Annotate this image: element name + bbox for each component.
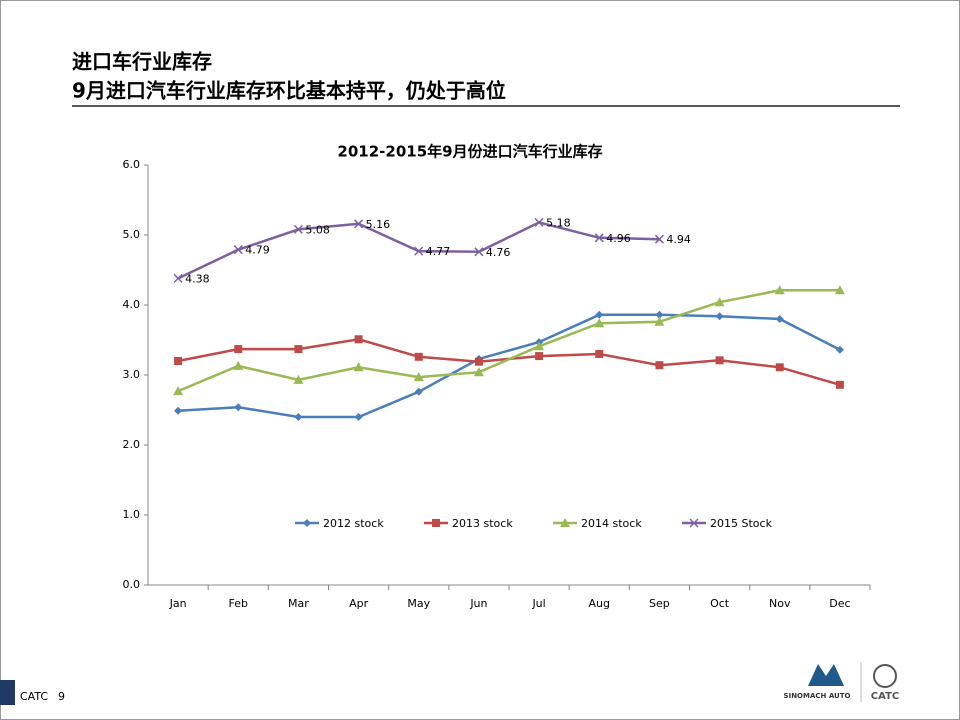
marker	[775, 363, 784, 372]
marker	[534, 217, 544, 227]
legend-label: 2015 Stock	[710, 517, 773, 530]
marker	[774, 285, 785, 295]
x-tick-label: Sep	[649, 597, 670, 610]
marker	[835, 345, 844, 354]
legend-label: 2013 stock	[452, 517, 513, 530]
data-label: 4.94	[666, 233, 691, 246]
marker	[294, 345, 303, 354]
marker	[595, 310, 604, 319]
marker	[354, 413, 363, 421]
marker	[715, 356, 724, 365]
marker	[413, 372, 424, 382]
marker	[414, 352, 423, 361]
marker	[173, 386, 184, 396]
logo-label: CATC	[871, 691, 899, 702]
series-line	[178, 313, 841, 419]
x-tick-label: Jun	[469, 597, 487, 610]
data-label: 5.18	[546, 216, 571, 229]
marker	[354, 219, 364, 229]
x-tick-label: Oct	[710, 597, 730, 610]
marker	[353, 362, 364, 372]
legend-label: 2012 stock	[323, 517, 384, 530]
y-tick-label: 0.0	[123, 578, 141, 591]
y-tick-label: 4.0	[123, 298, 141, 311]
marker	[473, 367, 484, 377]
marker	[173, 273, 183, 283]
x-tick-label: Feb	[229, 597, 248, 610]
marker	[234, 345, 243, 354]
slide-subtitle: 9月进口汽车行业库存环比基本持平，仍处于高位	[72, 79, 506, 103]
sinomach-logo	[808, 664, 844, 686]
data-label: 5.16	[366, 218, 391, 231]
slide-title: 进口车行业库存	[72, 50, 212, 74]
x-tick-label: Aug	[589, 597, 610, 610]
data-label: 4.77	[426, 245, 451, 258]
y-tick-label: 6.0	[123, 158, 141, 171]
footer-brand: CATC	[20, 690, 48, 703]
data-label: 5.08	[305, 223, 330, 236]
page-number: 9	[58, 690, 65, 703]
x-tick-label: May	[407, 597, 430, 610]
footer-block	[0, 680, 15, 705]
marker	[234, 403, 243, 412]
marker	[715, 312, 724, 321]
marker	[414, 387, 423, 396]
y-tick-label: 5.0	[123, 228, 141, 241]
series-line	[177, 289, 840, 393]
marker	[474, 357, 483, 366]
legend-label: 2014 stock	[581, 517, 642, 530]
marker	[654, 234, 664, 244]
marker	[174, 406, 183, 415]
data-label: 4.76	[486, 246, 511, 259]
plot: 0.0 1.0 2.0 3.0 4.0 5.0 6.0 Jan Feb Mar Apr May Jun J…	[123, 158, 871, 610]
marker	[834, 285, 845, 295]
x-tick-label: Apr	[349, 597, 369, 610]
marker	[689, 518, 699, 528]
data-label: 4.38	[185, 272, 210, 285]
x-tick-label: Dec	[829, 597, 850, 610]
y-tick-label: 2.0	[123, 438, 141, 451]
marker	[594, 318, 605, 328]
marker	[303, 519, 311, 527]
marker	[293, 374, 304, 384]
marker	[354, 335, 363, 344]
marker	[595, 350, 604, 358]
marker	[654, 316, 665, 326]
x-tick-label: Nov	[769, 597, 791, 610]
catc-logo	[873, 664, 897, 688]
marker	[714, 297, 725, 307]
logo-label: SINOMACH AUTO	[784, 692, 851, 700]
marker	[775, 315, 784, 323]
x-tick-label: Jan	[169, 597, 187, 610]
marker	[174, 357, 183, 365]
marker	[835, 380, 844, 389]
marker	[535, 352, 544, 361]
marker	[293, 224, 303, 234]
marker	[432, 519, 440, 527]
marker	[655, 361, 664, 370]
marker	[655, 310, 664, 319]
marker	[233, 360, 244, 370]
y-tick-label: 3.0	[123, 368, 141, 381]
data-label: 4.79	[245, 244, 270, 257]
marker	[534, 341, 545, 351]
marker	[560, 518, 570, 527]
marker	[233, 245, 243, 255]
marker	[474, 247, 484, 257]
marker	[294, 413, 303, 421]
marker	[414, 246, 424, 256]
data-label: 4.96	[606, 232, 631, 245]
chart-title: 2012-2015年9月份进口汽车行业库存	[337, 143, 602, 161]
x-tick-label: Mar	[288, 597, 309, 610]
y-tick-label: 1.0	[123, 508, 141, 521]
marker	[594, 233, 604, 243]
x-tick-label: Jul	[531, 597, 545, 610]
